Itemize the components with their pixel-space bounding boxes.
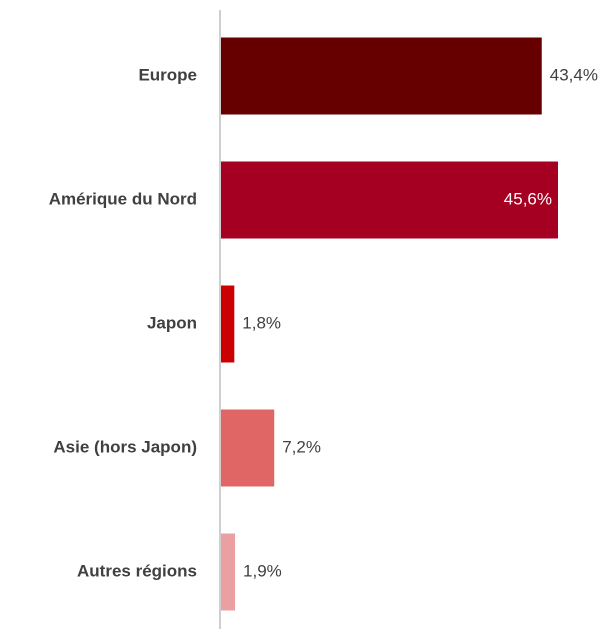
data-label: 43,4% <box>550 65 598 84</box>
y-tick-label: Autres régions <box>77 561 197 580</box>
bar <box>221 37 542 115</box>
bar <box>221 409 275 487</box>
data-label: 45,6% <box>504 189 552 208</box>
data-label: 1,9% <box>243 561 282 580</box>
y-tick-label: Amérique du Nord <box>49 189 197 208</box>
bar <box>221 161 558 239</box>
y-tick-label: Europe <box>138 65 197 84</box>
data-label: 7,2% <box>282 437 321 456</box>
bar <box>221 533 236 611</box>
y-tick-label: Japon <box>147 313 197 332</box>
bar <box>221 285 235 363</box>
data-label: 1,8% <box>242 313 281 332</box>
y-tick-label: Asie (hors Japon) <box>53 437 197 456</box>
